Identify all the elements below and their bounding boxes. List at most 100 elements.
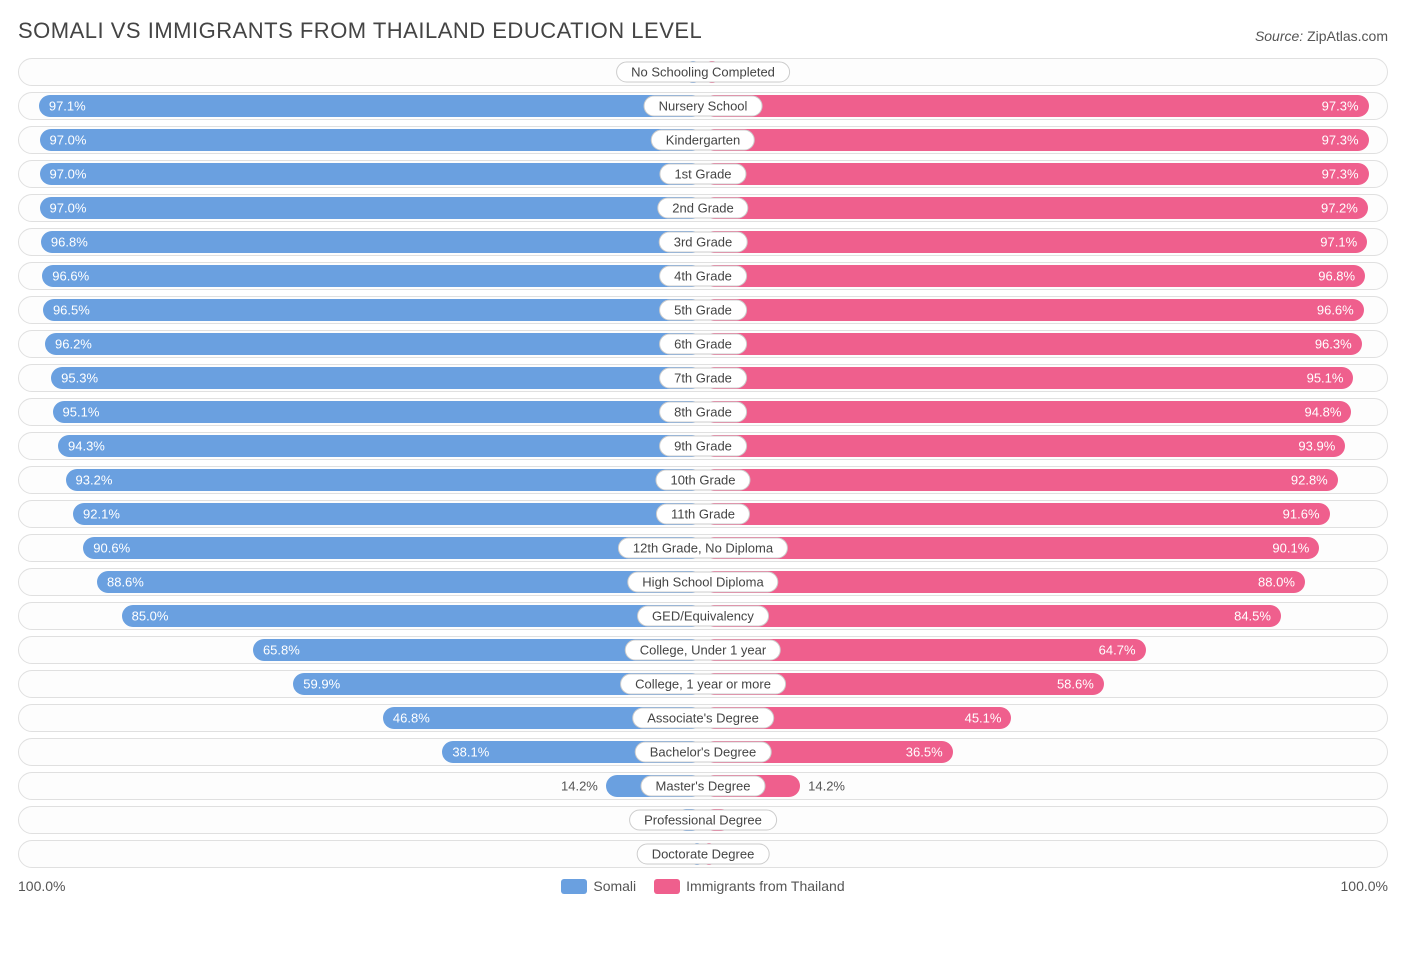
category-label: Master's Degree xyxy=(641,776,766,797)
value-right: 88.0% xyxy=(1258,575,1295,590)
value-left: 95.1% xyxy=(63,405,100,420)
bar-right xyxy=(703,537,1319,559)
value-right: 97.2% xyxy=(1321,201,1358,216)
bar-left xyxy=(53,401,703,423)
category-label: GED/Equivalency xyxy=(637,606,769,627)
value-left: 85.0% xyxy=(132,609,169,624)
value-right: 97.1% xyxy=(1320,235,1357,250)
value-left: 97.0% xyxy=(50,201,87,216)
bar-right xyxy=(703,299,1364,321)
chart-row: 1.7%1.8%Doctorate Degree xyxy=(18,840,1388,868)
value-left: 88.6% xyxy=(107,575,144,590)
chart-row: 96.6% 96.8% 4th Grade xyxy=(18,262,1388,290)
chart-row: 95.3%95.1%7th Grade xyxy=(18,364,1388,392)
value-left: 96.6% xyxy=(52,269,89,284)
category-label: Kindergarten xyxy=(651,130,755,151)
education-diverging-bar-chart: 2.9%2.7%No Schooling Completed97.1%97.3%… xyxy=(18,58,1388,868)
bar-right xyxy=(703,571,1305,593)
value-left: 96.8% xyxy=(51,235,88,250)
chart-row: 96.5%96.6%5th Grade xyxy=(18,296,1388,324)
category-label: 12th Grade, No Diploma xyxy=(618,538,788,559)
bar-right xyxy=(703,605,1281,627)
x-axis-left-max: 100.0% xyxy=(18,878,65,894)
category-label: 8th Grade xyxy=(659,402,747,423)
value-right: 94.8% xyxy=(1305,405,1342,420)
bar-right xyxy=(703,503,1330,525)
value-right: 64.7% xyxy=(1099,643,1136,658)
page-title: SOMALI VS IMMIGRANTS FROM THAILAND EDUCA… xyxy=(18,18,702,44)
bar-left xyxy=(43,299,703,321)
value-right: 93.9% xyxy=(1298,439,1335,454)
chart-row: 90.6%90.1%12th Grade, No Diploma xyxy=(18,534,1388,562)
category-label: 3rd Grade xyxy=(659,232,748,253)
value-right: 97.3% xyxy=(1322,133,1359,148)
chart-row: 92.1% 91.6% 11th Grade xyxy=(18,500,1388,528)
chart-row: 46.8%45.1%Associate's Degree xyxy=(18,704,1388,732)
legend-label-right: Immigrants from Thailand xyxy=(686,878,844,894)
category-label: 1st Grade xyxy=(659,164,746,185)
bar-left xyxy=(42,265,703,287)
value-left: 97.1% xyxy=(49,99,86,114)
source-value: ZipAtlas.com xyxy=(1307,28,1388,44)
bar-right xyxy=(703,95,1369,117)
bar-left xyxy=(73,503,703,525)
chart-row: 96.8% 97.1% 3rd Grade xyxy=(18,228,1388,256)
category-label: 10th Grade xyxy=(655,470,750,491)
value-left: 97.0% xyxy=(50,133,87,148)
bar-left xyxy=(58,435,703,457)
category-label: Doctorate Degree xyxy=(637,844,770,865)
source-label: Source: xyxy=(1255,28,1303,44)
value-left: 95.3% xyxy=(61,371,98,386)
category-label: 9th Grade xyxy=(659,436,747,457)
category-label: No Schooling Completed xyxy=(616,62,790,83)
chart-row: 65.8%64.7%College, Under 1 year xyxy=(18,636,1388,664)
chart-row: 85.0% 84.5% GED/Equivalency xyxy=(18,602,1388,630)
value-right: 96.8% xyxy=(1318,269,1355,284)
value-right: 97.3% xyxy=(1322,167,1359,182)
legend-swatch-right xyxy=(654,879,680,894)
legend: Somali Immigrants from Thailand xyxy=(65,878,1340,894)
legend-item-right: Immigrants from Thailand xyxy=(654,878,844,894)
bar-right xyxy=(703,401,1351,423)
chart-footer: 100.0% Somali Immigrants from Thailand 1… xyxy=(18,878,1388,894)
value-right: 95.1% xyxy=(1307,371,1344,386)
category-label: 4th Grade xyxy=(659,266,747,287)
source-attribution: Source: ZipAtlas.com xyxy=(1255,28,1388,44)
chart-row: 97.1%97.3%Nursery School xyxy=(18,92,1388,120)
category-label: Associate's Degree xyxy=(632,708,774,729)
bar-left xyxy=(51,367,703,389)
header: SOMALI VS IMMIGRANTS FROM THAILAND EDUCA… xyxy=(18,18,1388,44)
bar-left xyxy=(41,231,703,253)
value-left: 93.2% xyxy=(76,473,113,488)
x-axis-right-max: 100.0% xyxy=(1341,878,1388,894)
category-label: 11th Grade xyxy=(656,504,750,525)
category-label: College, Under 1 year xyxy=(625,640,781,661)
value-left: 38.1% xyxy=(452,745,489,760)
bar-left xyxy=(97,571,703,593)
value-left: 92.1% xyxy=(83,507,120,522)
category-label: High School Diploma xyxy=(627,572,778,593)
value-left: 94.3% xyxy=(68,439,105,454)
bar-right xyxy=(703,367,1353,389)
bar-left xyxy=(40,197,703,219)
bar-left xyxy=(39,95,703,117)
bar-right xyxy=(703,333,1362,355)
value-right: 96.3% xyxy=(1315,337,1352,352)
bar-left xyxy=(45,333,703,355)
legend-swatch-left xyxy=(561,879,587,894)
value-right: 58.6% xyxy=(1057,677,1094,692)
category-label: 2nd Grade xyxy=(657,198,748,219)
bar-right xyxy=(703,197,1368,219)
bar-left xyxy=(66,469,703,491)
bar-right xyxy=(703,163,1369,185)
chart-row: 94.3% 93.9% 9th Grade xyxy=(18,432,1388,460)
chart-row: 14.2%14.2%Master's Degree xyxy=(18,772,1388,800)
value-right: 36.5% xyxy=(906,745,943,760)
bar-right xyxy=(703,435,1345,457)
value-right: 84.5% xyxy=(1234,609,1271,624)
bar-left xyxy=(83,537,703,559)
value-right: 91.6% xyxy=(1283,507,1320,522)
chart-row: 93.2%92.8%10th Grade xyxy=(18,466,1388,494)
chart-row: 96.2%96.3%6th Grade xyxy=(18,330,1388,358)
chart-row: 88.6% 88.0% High School Diploma xyxy=(18,568,1388,596)
